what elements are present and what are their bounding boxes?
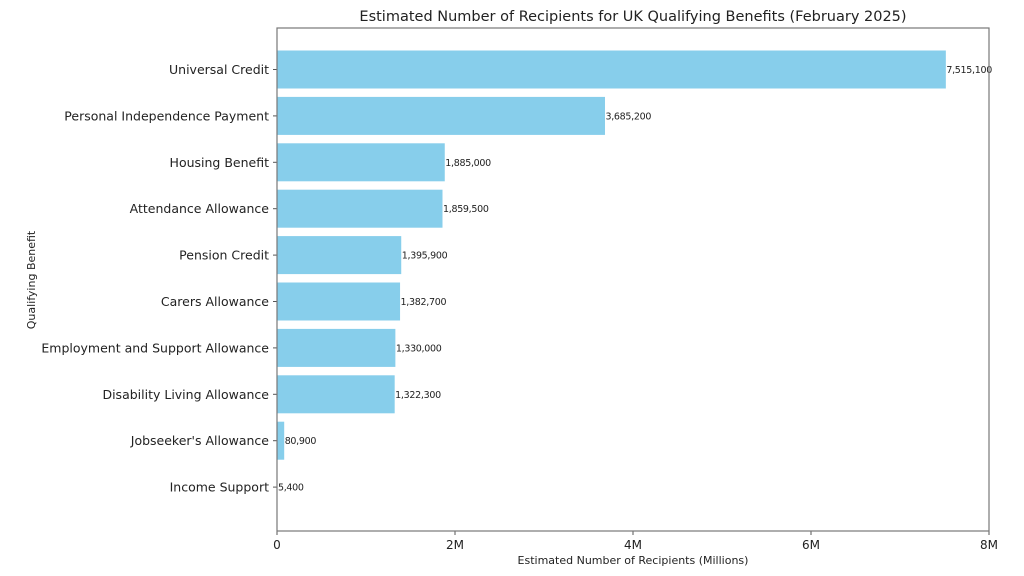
bar (277, 143, 445, 182)
y-tick-label: Carers Allowance (161, 294, 269, 309)
x-tick-label: 4M (624, 538, 642, 552)
bar (277, 328, 396, 367)
y-tick-label: Jobseeker's Allowance (130, 433, 270, 448)
bar (277, 189, 443, 228)
bar (277, 421, 285, 460)
y-tick-label: Attendance Allowance (130, 201, 270, 216)
x-tick-label: 6M (802, 538, 820, 552)
data-label: 1,885,000 (445, 158, 491, 169)
bar (277, 236, 402, 275)
y-tick-label: Income Support (170, 480, 269, 495)
plot-frame (276, 27, 990, 532)
bar (277, 282, 401, 321)
bar (277, 96, 605, 135)
data-label: 1,382,700 (401, 297, 447, 308)
chart-title: Estimated Number of Recipients for UK Qu… (359, 9, 906, 25)
bar (277, 375, 395, 414)
x-tick-label: 8M (980, 538, 998, 552)
y-tick-label: Housing Benefit (170, 155, 270, 170)
bar (277, 50, 946, 89)
data-label: 1,322,300 (395, 390, 441, 401)
y-tick-label: Personal Independence Payment (64, 108, 269, 123)
x-axis-label: Estimated Number of Recipients (Millions… (518, 554, 749, 567)
y-tick-label: Disability Living Allowance (102, 387, 269, 402)
x-tick-label: 2M (446, 538, 464, 552)
data-label: 1,395,900 (402, 251, 448, 262)
y-tick-label: Universal Credit (169, 62, 269, 77)
data-label: 7,515,100 (946, 65, 992, 76)
data-label: 3,685,200 (605, 111, 651, 122)
y-tick-label: Pension Credit (179, 248, 269, 263)
x-tick-label: 0 (273, 538, 281, 552)
data-label: 80,900 (285, 436, 317, 447)
data-label: 5,400 (278, 483, 304, 494)
y-tick-label: Employment and Support Allowance (41, 340, 269, 355)
data-label: 1,859,500 (443, 204, 489, 215)
y-axis-label: Qualifying Benefit (25, 230, 38, 329)
data-label: 1,330,000 (396, 343, 442, 354)
